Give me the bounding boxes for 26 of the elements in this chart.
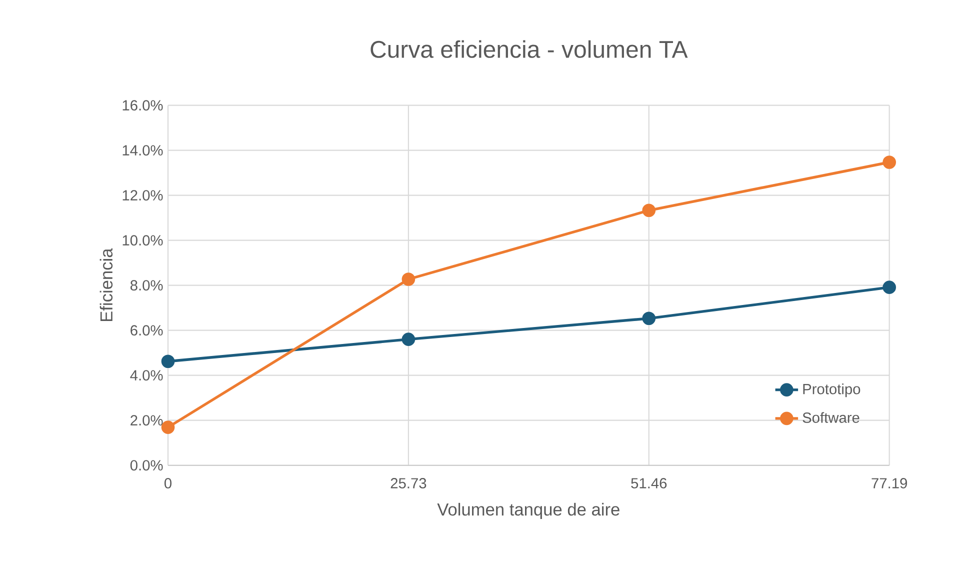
x-tick-label: 25.73 <box>390 478 426 488</box>
chart-title: Curva eficiencia - volumen TA <box>370 40 688 58</box>
point <box>402 332 416 346</box>
legend-label: Prototipo <box>803 384 860 398</box>
point <box>642 204 656 218</box>
y-tick-label: 2.0% <box>130 415 163 426</box>
y-tick-label: 8.0% <box>130 280 163 291</box>
y-axis-title: Eficiencia <box>100 248 113 321</box>
point <box>161 420 175 434</box>
y-tick-label: 4.0% <box>130 370 163 381</box>
x-axis-title: Volumen tanque de aire <box>437 502 620 520</box>
x-tick-label: 0 <box>164 478 172 488</box>
y-tick-label: 12.0% <box>122 190 163 201</box>
point <box>642 312 656 326</box>
y-tick-label: 14.0% <box>122 145 163 156</box>
y-tick-label: 0.0% <box>130 460 163 471</box>
point <box>402 272 416 286</box>
y-tick-label: 6.0% <box>130 325 163 336</box>
legend-label: Software <box>802 412 860 423</box>
point <box>882 280 896 294</box>
x-tick-label: 77.19 <box>872 478 907 488</box>
point <box>882 156 896 169</box>
x-tick-label: 51.46 <box>631 478 667 488</box>
y-tick-label: 16.0% <box>122 100 163 111</box>
point <box>161 354 175 368</box>
y-tick-label: 10.0% <box>122 235 163 246</box>
